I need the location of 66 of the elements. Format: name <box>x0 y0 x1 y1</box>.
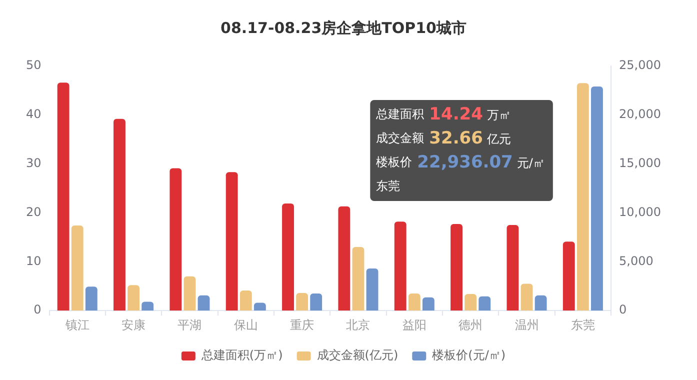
bar <box>422 297 434 311</box>
annotation: 22,936.07 <box>417 152 513 172</box>
bar <box>352 247 364 311</box>
y2-tick-label: 0 <box>619 302 627 317</box>
x-tick-label: 安康 <box>122 318 146 332</box>
bar <box>394 222 406 311</box>
bar <box>366 268 378 311</box>
legend-label: 成交金额(亿元) <box>316 348 398 362</box>
bar <box>85 286 98 311</box>
bar <box>408 293 420 311</box>
bar <box>450 224 462 311</box>
x-tick-label: 平湖 <box>178 318 202 332</box>
bar <box>128 285 140 311</box>
bar <box>226 172 238 311</box>
annotation: 亿元 <box>486 132 511 146</box>
y-tick-label: 0 <box>34 302 42 317</box>
annotation: 元/㎡ <box>516 156 545 170</box>
bar <box>591 86 603 311</box>
bar <box>142 302 154 311</box>
bar <box>170 168 182 311</box>
bar <box>562 242 575 311</box>
bar <box>506 224 519 311</box>
y2-tick-label: 10,000 <box>619 204 662 219</box>
y2-tick-label: 15,000 <box>619 156 662 170</box>
bar <box>198 295 210 311</box>
x-tick-label: 保山 <box>234 318 258 332</box>
bar <box>520 284 533 311</box>
annotation: 东莞 <box>376 179 400 194</box>
bar <box>71 225 84 311</box>
x-tick-label: 德州 <box>458 318 483 332</box>
y-tick-label: 40 <box>26 107 42 122</box>
bar <box>296 292 308 311</box>
bar <box>338 206 350 311</box>
x-tick-label: 益阳 <box>402 318 426 332</box>
y2-tick-label: 20,000 <box>619 107 662 122</box>
y-tick-label: 20 <box>26 204 42 219</box>
x-tick-label: 东莞 <box>570 318 595 332</box>
chart-title: 08.17-08.23房企拿地TOP10城市 <box>220 18 466 37</box>
y-tick-label: 50 <box>26 58 42 72</box>
x-tick-label: 温州 <box>514 318 539 332</box>
bar <box>310 293 322 311</box>
bar <box>114 118 126 311</box>
bar <box>184 276 196 311</box>
y2-tick-label: 25,000 <box>619 58 662 72</box>
x-tick-label: 北京 <box>346 318 370 332</box>
bar <box>576 83 589 311</box>
annotation: 14.24 <box>429 104 484 124</box>
bar <box>240 290 252 311</box>
annotation: 32.66 <box>429 128 483 148</box>
bar <box>478 296 491 311</box>
y-tick-label: 10 <box>26 254 42 268</box>
y2-tick-label: 5,000 <box>619 254 654 268</box>
bar <box>254 302 266 311</box>
legend-label: 楼板价(元/㎡) <box>432 348 506 362</box>
bar <box>282 203 294 311</box>
annotation: 成交金额 <box>376 131 424 146</box>
y-tick-label: 30 <box>26 156 42 170</box>
bar <box>464 294 477 311</box>
annotation: 楼板价 <box>376 155 412 170</box>
bar <box>534 295 547 311</box>
x-tick-label: 镇江 <box>64 318 90 332</box>
annotation: 总建面积 <box>375 107 424 122</box>
bar <box>57 82 70 311</box>
legend-label: 总建面积(万㎡) <box>200 348 283 362</box>
annotation: 万㎡ <box>486 108 511 122</box>
x-tick-label: 重庆 <box>290 318 314 332</box>
